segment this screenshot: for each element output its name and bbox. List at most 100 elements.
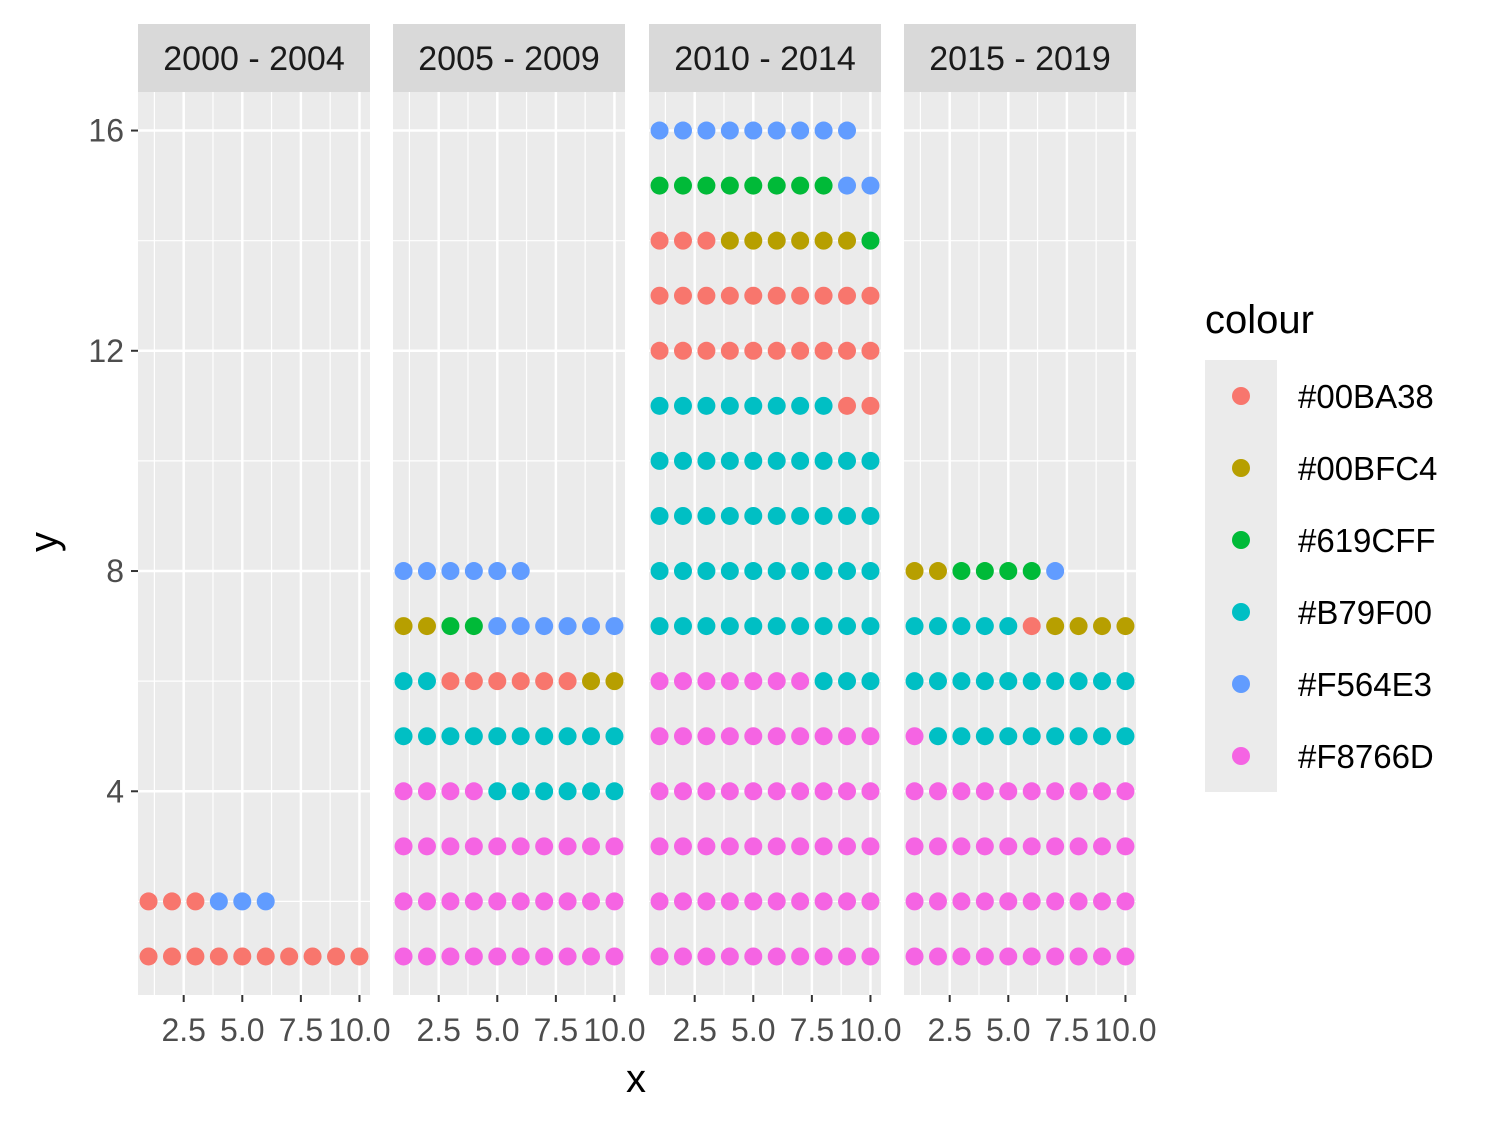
data-point — [673, 617, 692, 636]
data-point — [861, 231, 880, 250]
data-point — [697, 451, 716, 470]
data-point — [767, 286, 786, 305]
data-point — [975, 947, 994, 966]
x-axis-title: x — [626, 1057, 646, 1101]
data-point — [441, 837, 460, 856]
data-point — [1069, 947, 1088, 966]
data-point — [441, 727, 460, 746]
data-point — [673, 341, 692, 360]
legend-label: #00BA38 — [1298, 378, 1434, 415]
data-point — [838, 782, 857, 801]
data-point — [511, 562, 530, 581]
data-point — [720, 782, 739, 801]
legend-key — [1232, 531, 1250, 549]
facet-strip — [649, 24, 881, 92]
data-point — [861, 562, 880, 581]
data-point — [394, 947, 413, 966]
data-point — [744, 286, 763, 305]
data-point — [928, 727, 947, 746]
data-point — [650, 947, 669, 966]
panel-background — [649, 92, 881, 995]
data-point — [697, 782, 716, 801]
data-point — [744, 562, 763, 581]
data-point — [767, 837, 786, 856]
data-point — [838, 396, 857, 415]
data-point — [650, 176, 669, 195]
data-point — [605, 947, 624, 966]
data-point — [650, 231, 669, 250]
data-point — [558, 782, 577, 801]
data-point — [975, 727, 994, 746]
data-point — [558, 892, 577, 911]
data-point — [417, 782, 436, 801]
data-point — [464, 617, 483, 636]
data-point — [650, 892, 669, 911]
data-point — [1046, 727, 1065, 746]
y-tick-label: 12 — [88, 333, 124, 369]
data-point — [928, 837, 947, 856]
data-point — [1093, 837, 1112, 856]
data-point — [861, 727, 880, 746]
data-point — [697, 506, 716, 525]
data-point — [744, 176, 763, 195]
data-point — [838, 341, 857, 360]
data-point — [905, 562, 924, 581]
data-point — [535, 892, 554, 911]
data-point — [558, 947, 577, 966]
data-point — [697, 672, 716, 691]
data-point — [767, 947, 786, 966]
data-point — [1046, 892, 1065, 911]
data-point — [441, 562, 460, 581]
data-point — [928, 672, 947, 691]
data-point — [209, 892, 228, 911]
data-point — [673, 231, 692, 250]
data-point — [861, 837, 880, 856]
data-point — [139, 947, 158, 966]
data-point — [905, 782, 924, 801]
data-point — [488, 947, 507, 966]
data-point — [975, 892, 994, 911]
data-point — [838, 727, 857, 746]
data-point — [767, 121, 786, 140]
data-point — [999, 672, 1018, 691]
data-point — [720, 837, 739, 856]
data-point — [697, 727, 716, 746]
data-point — [650, 782, 669, 801]
data-point — [838, 286, 857, 305]
data-point — [838, 892, 857, 911]
data-point — [673, 672, 692, 691]
data-point — [650, 286, 669, 305]
data-point — [605, 837, 624, 856]
data-point — [673, 286, 692, 305]
data-point — [673, 451, 692, 470]
data-point — [256, 947, 275, 966]
data-point — [975, 672, 994, 691]
data-point — [905, 727, 924, 746]
data-point — [417, 617, 436, 636]
data-point — [952, 947, 971, 966]
data-point — [814, 837, 833, 856]
data-point — [582, 837, 601, 856]
legend-label: #F564E3 — [1298, 666, 1432, 703]
data-point — [441, 782, 460, 801]
y-tick-label: 16 — [88, 113, 124, 149]
data-point — [697, 837, 716, 856]
y-tick-label: 8 — [106, 553, 124, 589]
data-point — [488, 782, 507, 801]
data-point — [535, 617, 554, 636]
data-point — [928, 617, 947, 636]
facet-strip — [138, 24, 370, 92]
legend-key — [1232, 387, 1250, 405]
data-point — [558, 617, 577, 636]
data-point — [905, 672, 924, 691]
legend-key — [1232, 603, 1250, 621]
legend-key — [1232, 747, 1250, 765]
data-point — [417, 562, 436, 581]
data-point — [838, 121, 857, 140]
data-point — [650, 341, 669, 360]
data-point — [1069, 617, 1088, 636]
data-point — [767, 231, 786, 250]
data-point — [186, 892, 205, 911]
data-point — [952, 837, 971, 856]
data-point — [720, 947, 739, 966]
